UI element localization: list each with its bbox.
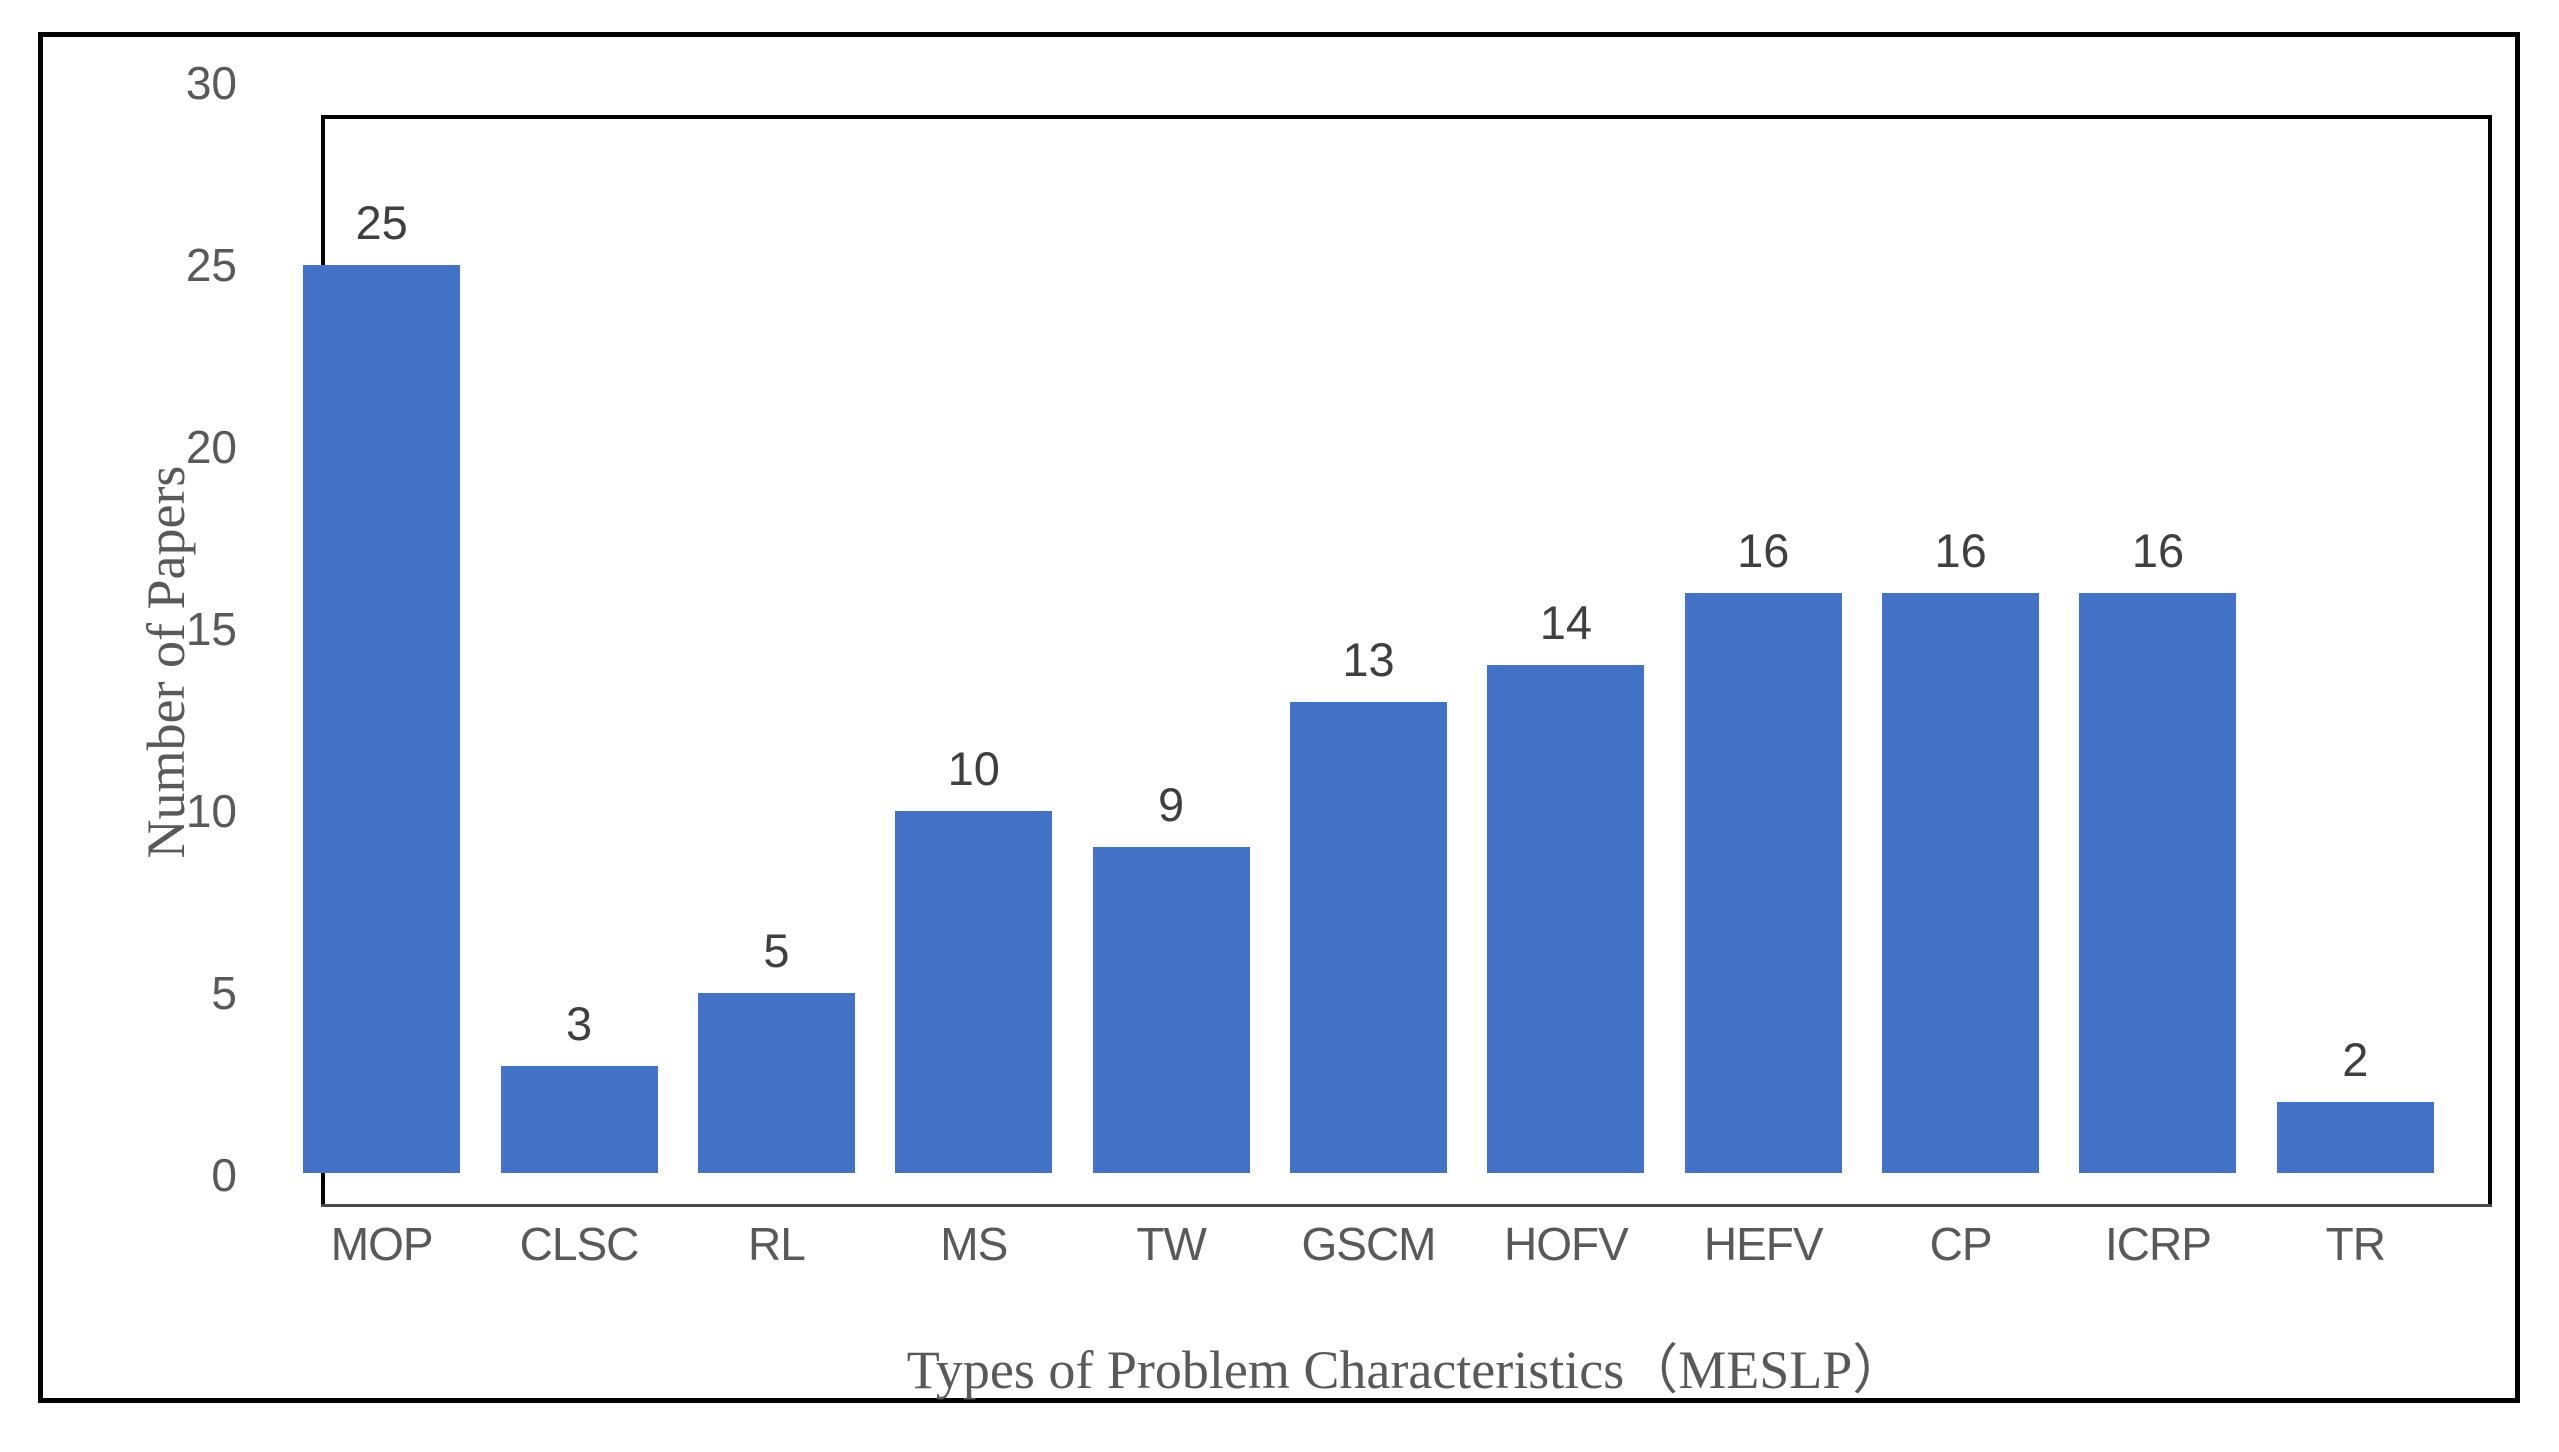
bar [1092, 847, 1250, 1173]
x-axis-category-label: HEFV [1703, 1218, 1824, 1270]
x-axis-category-label: TW [1136, 1218, 1207, 1270]
bar [895, 811, 1053, 1173]
y-axis-tick-label: 20 [185, 421, 237, 473]
bar [697, 993, 855, 1173]
x-axis-title: Types of Problem Characteristics（MESLP） [906, 1340, 1907, 1400]
bar [2079, 592, 2237, 1173]
bar-data-label: 3 [565, 996, 593, 1050]
y-axis-tick-label: 10 [185, 785, 237, 837]
x-axis-category-label: CLSC [519, 1218, 640, 1270]
y-axis-tick-label: 15 [185, 603, 237, 655]
y-axis-tick-label: 30 [185, 57, 237, 109]
x-axis-category-label: HOFV [1503, 1218, 1629, 1270]
bar-data-label: 13 [1342, 632, 1395, 686]
bar-data-label: 16 [2131, 523, 2185, 577]
bar-data-label: 2 [2342, 1033, 2369, 1087]
x-axis-category-label: TR [2325, 1218, 2386, 1270]
x-axis-category-label: GSCM [1301, 1218, 1437, 1270]
bar-data-label: 10 [947, 742, 1000, 795]
x-axis-category-label: RL [748, 1218, 806, 1270]
x-axis-category-label: MS [940, 1218, 1008, 1270]
bar-data-label: 9 [1158, 778, 1185, 832]
y-axis-tick-label: 25 [185, 239, 237, 291]
bar-data-label: 25 [355, 196, 408, 249]
y-axis-tick-label: 0 [211, 1149, 237, 1201]
bar [1487, 665, 1645, 1173]
y-axis-tick-label: 5 [211, 967, 237, 1019]
bar-data-label: 5 [763, 924, 790, 977]
x-axis-category-label: ICRP [2105, 1218, 2212, 1270]
x-axis-baseline [321, 1204, 2492, 1207]
x-axis-category-label: CP [1929, 1218, 1993, 1270]
bar-data-label: 16 [1737, 523, 1790, 577]
y-axis-title: Number of Papers [136, 465, 196, 859]
bar-data-label: 16 [1934, 523, 1987, 577]
bar [1684, 592, 1842, 1173]
bar-data-label: 14 [1539, 596, 1592, 650]
bar [1290, 701, 1447, 1173]
bar [2276, 1102, 2434, 1173]
bar [303, 265, 461, 1173]
x-axis-category-label: MOP [330, 1218, 434, 1270]
bar [1882, 592, 2040, 1173]
bar [500, 1065, 658, 1173]
chart-outer-border: 25 MOP 3 CLSC 5 RL 10 MS 9 TW 13 GSCM 14 HOFV 16 HEFV 16… [38, 32, 2520, 1403]
